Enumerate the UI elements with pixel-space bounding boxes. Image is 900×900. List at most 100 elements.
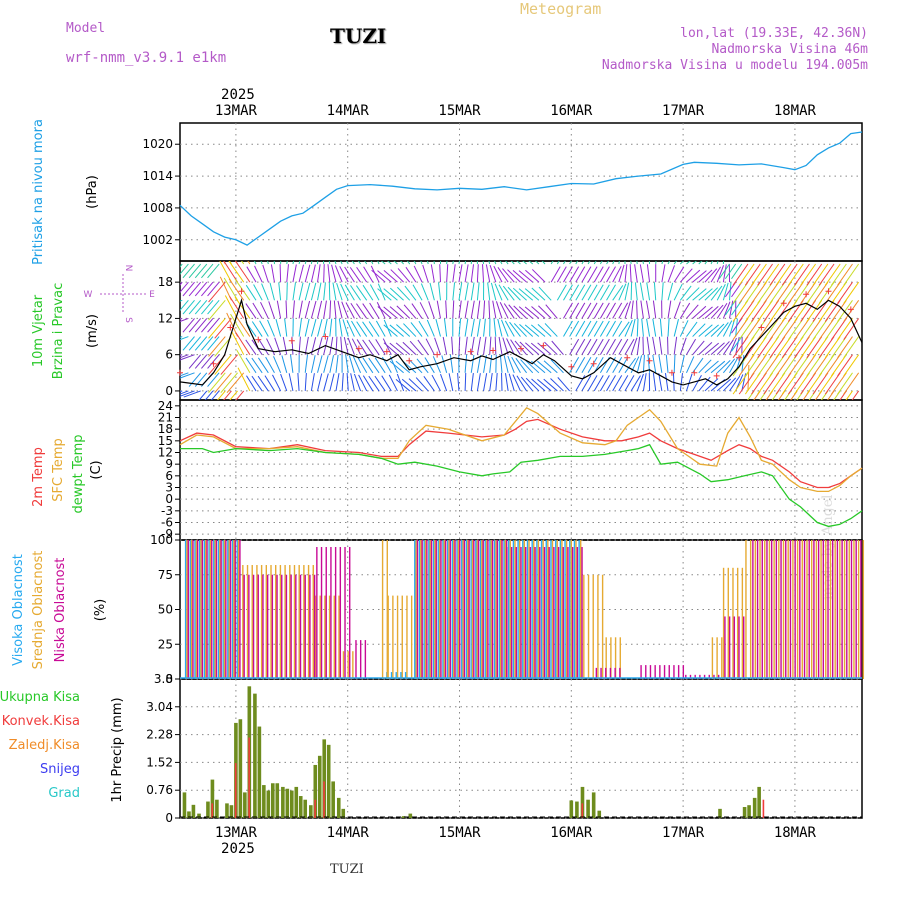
wind-gust-marker bbox=[322, 333, 329, 340]
wind-arrow bbox=[340, 261, 343, 265]
bottom-date-label: 14MAR bbox=[327, 825, 370, 841]
wind-gust-marker bbox=[847, 306, 854, 313]
wind-arrow bbox=[575, 302, 586, 319]
wind-arrow bbox=[630, 337, 638, 355]
wind-arrow bbox=[769, 263, 786, 286]
wind-arrow bbox=[464, 318, 469, 337]
wind-arrow bbox=[652, 300, 657, 319]
wind-arrow bbox=[448, 373, 454, 392]
top-date-label: 16MAR bbox=[550, 103, 593, 119]
wind-arrow bbox=[581, 302, 592, 319]
wind-arrow bbox=[323, 373, 329, 392]
wind-arrow bbox=[751, 336, 767, 359]
wind-arrow bbox=[376, 302, 386, 319]
bottom-date-label: 15MAR bbox=[438, 825, 481, 841]
wind-arrow bbox=[704, 360, 719, 374]
wind-arrow bbox=[237, 367, 251, 392]
wind-arrow bbox=[781, 299, 798, 322]
wind-arrow bbox=[722, 261, 725, 265]
wind-arrow bbox=[556, 261, 560, 265]
wind-arrow bbox=[292, 282, 296, 301]
wind-arrow bbox=[208, 336, 226, 357]
wind-arrow bbox=[323, 355, 329, 373]
wind-arrow bbox=[180, 372, 189, 377]
wind-arrow bbox=[286, 261, 288, 265]
wind-arrow bbox=[464, 261, 467, 265]
wind-arrow bbox=[304, 264, 311, 283]
y-tick-label: 12 bbox=[158, 446, 173, 460]
wind-arrow bbox=[470, 318, 475, 337]
wind-arrow bbox=[334, 265, 343, 283]
wind-arrow bbox=[482, 261, 485, 265]
wind-arrow bbox=[575, 261, 579, 265]
wind-arrow bbox=[341, 372, 344, 391]
precip-bar-total bbox=[182, 792, 187, 818]
wind-arrow bbox=[207, 299, 220, 315]
wind-arrow bbox=[659, 318, 663, 337]
wind-arrow bbox=[228, 278, 245, 301]
wind-arrow bbox=[292, 300, 295, 319]
wind-arrow bbox=[417, 339, 429, 355]
wind-arrow bbox=[511, 356, 521, 374]
precip-bar-total bbox=[586, 799, 590, 818]
wind-arrow bbox=[499, 354, 503, 373]
wind-arrow bbox=[288, 373, 294, 392]
wind-arrow bbox=[781, 336, 798, 359]
wind-arrow bbox=[630, 318, 636, 337]
wind-ylabel-sub: Brzina i Pravac bbox=[51, 283, 66, 380]
wind-arrow bbox=[545, 304, 558, 319]
wind-arrow bbox=[787, 336, 804, 359]
wind-arrow bbox=[769, 354, 786, 377]
wind-arrow bbox=[508, 373, 515, 392]
wind-arrow bbox=[581, 375, 592, 392]
wind-arrow bbox=[208, 299, 226, 321]
wind-arrow bbox=[630, 261, 632, 265]
wind-arrow bbox=[483, 318, 486, 337]
wind-arrow bbox=[543, 360, 558, 374]
pressure-line bbox=[179, 131, 863, 246]
wind-arrow bbox=[569, 302, 580, 319]
wind-arrow bbox=[518, 306, 534, 319]
wind-arrow bbox=[374, 357, 386, 374]
wind-unit: (m/s) bbox=[85, 314, 100, 348]
wind-arrow bbox=[220, 372, 238, 394]
wind-arrow bbox=[531, 306, 546, 319]
wind-arrow bbox=[587, 356, 598, 374]
wind-arrow bbox=[593, 320, 604, 337]
wind-arrow bbox=[800, 354, 817, 377]
wind-arrow bbox=[377, 261, 380, 265]
wind-arrow bbox=[276, 300, 282, 319]
wind-arrow bbox=[413, 261, 417, 265]
wind-arrow bbox=[457, 372, 460, 391]
wind-arrow bbox=[201, 318, 214, 333]
wind-arrow bbox=[751, 318, 767, 340]
wind-arrow bbox=[440, 373, 448, 392]
wind-arrow bbox=[698, 306, 713, 319]
wind-arrow bbox=[506, 338, 515, 355]
wind-arrow bbox=[245, 339, 257, 355]
wind-arrow bbox=[575, 338, 586, 355]
wind-arrow bbox=[569, 356, 580, 374]
wind-arrow bbox=[219, 261, 232, 283]
wind-arrow bbox=[349, 267, 361, 283]
wind-arrow bbox=[769, 372, 786, 395]
precip-bar-total bbox=[210, 779, 215, 818]
wind-arrow bbox=[759, 390, 767, 400]
y-tick-label: 6 bbox=[165, 348, 173, 362]
wind-arrow bbox=[806, 263, 823, 286]
wind-arrow bbox=[741, 354, 745, 373]
precip-bar-total bbox=[229, 805, 234, 818]
wind-arrow bbox=[843, 318, 860, 340]
wind-arrow bbox=[335, 336, 338, 355]
wind-arrow bbox=[231, 331, 245, 355]
wind-arrow bbox=[345, 354, 349, 373]
wind-arrow bbox=[442, 336, 448, 355]
wind-arrow bbox=[236, 350, 251, 374]
wind-arrow bbox=[775, 263, 792, 286]
elevation-label: Nadmorska Visina 46m bbox=[711, 42, 868, 57]
wind-arrow bbox=[458, 336, 461, 355]
wind-arrow bbox=[497, 318, 503, 337]
wind-arrow bbox=[487, 282, 491, 301]
wind-arrow bbox=[531, 269, 546, 283]
wind-arrow bbox=[686, 304, 699, 319]
